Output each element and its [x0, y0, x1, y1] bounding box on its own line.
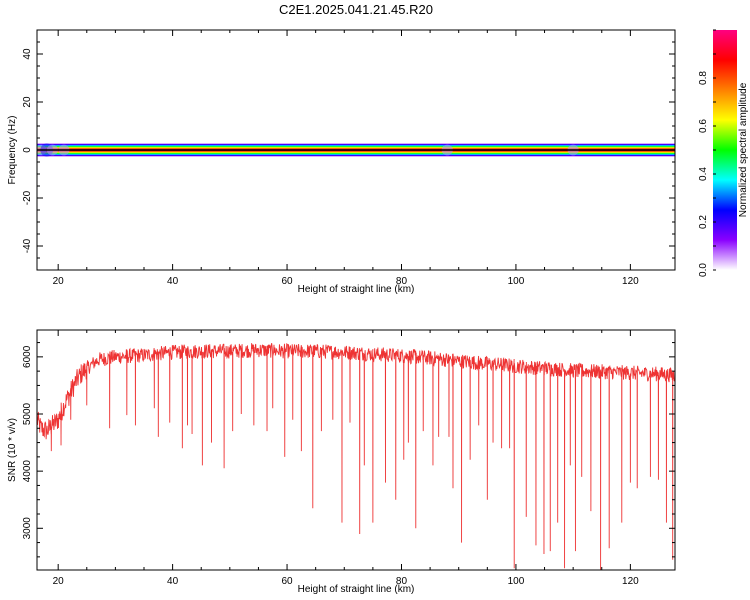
- figure-title: C2E1.2025.041.21.45.R20: [279, 2, 433, 17]
- spectrogram-xtick-label: 20: [53, 276, 65, 287]
- spectrogram-xtick-label: 60: [281, 276, 293, 287]
- snr-panel: 20 40 60 80 100 120 6000 5000 4000 3000 Height of…: [7, 329, 676, 595]
- snr-xtick-label: 60: [281, 576, 293, 587]
- spectrogram-ytick-label: -20: [22, 190, 33, 205]
- colorbar: 0.0 0.2 0.4 0.6 0.8 Normalized spectral ampl…: [698, 29, 749, 277]
- spectrogram-ytick-label: 0: [22, 147, 33, 153]
- snr-ytick-label: 6000: [22, 345, 33, 368]
- colorbar-tick-label: 0.2: [698, 215, 709, 229]
- snr-ticks: 20 40 60 80 100 120 6000 5000 4000 3000: [22, 330, 675, 587]
- colorbar-tick-label: 0.8: [698, 71, 709, 85]
- spectrogram-ytick-label: 40: [22, 48, 33, 60]
- spectrogram-xtick-label: 40: [167, 276, 179, 287]
- spectrogram-area: [37, 143, 675, 157]
- spectrogram-ticks: 20 40 60 80 100 120 40 20 0 -20 -40: [22, 29, 675, 287]
- colorbar-tick-label: 0.6: [698, 119, 709, 133]
- snr-xtick-label: 100: [508, 576, 525, 587]
- spectrogram-panel: 20 40 60 80 100 120 40 20 0 -20 -40 Height of stra…: [7, 29, 676, 295]
- snr-series-line: [37, 342, 675, 570]
- snr-xtick-label: 80: [396, 576, 408, 587]
- snr-xlabel: Height of straight line (km): [298, 584, 415, 595]
- spectrogram-ytick-label: -40: [22, 238, 33, 253]
- spectrogram-ytick-label: 20: [22, 96, 33, 108]
- spectrogram-xtick-label: 80: [396, 276, 408, 287]
- spectrogram-xtick-label: 100: [508, 276, 525, 287]
- snr-ylabel: SNR (10 * v/v): [7, 418, 18, 482]
- spectrogram-xtick-label: 120: [622, 276, 639, 287]
- colorbar-ticks: 0.0 0.2 0.4 0.6 0.8: [698, 29, 716, 277]
- snr-ytick-label: 3000: [22, 517, 33, 540]
- colorbar-tick-label: 0.4: [698, 167, 709, 181]
- snr-plot-area: [37, 342, 675, 570]
- colorbar-label: Normalized spectral amplitude: [738, 82, 749, 217]
- snr-xtick-label: 40: [167, 576, 179, 587]
- colorbar-gradient: [713, 30, 737, 270]
- snr-xtick-label: 20: [53, 576, 65, 587]
- spectrogram-xlabel: Height of straight line (km): [298, 284, 415, 295]
- snr-frame: [36, 329, 676, 571]
- colorbar-tick-label: 0.0: [698, 263, 709, 277]
- snr-xtick-label: 120: [622, 576, 639, 587]
- snr-ytick-label: 4000: [22, 460, 33, 483]
- spectrogram-ylabel: Frequency (Hz): [7, 116, 18, 185]
- snr-ytick-label: 5000: [22, 402, 33, 425]
